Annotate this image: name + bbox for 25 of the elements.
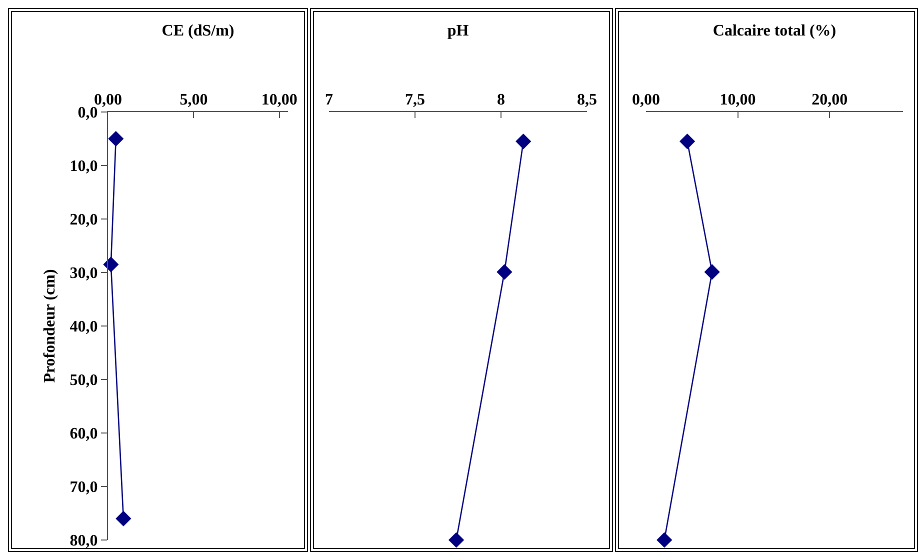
- y-tick-label: 80,0: [70, 532, 98, 550]
- x-tick-label: 10,00: [261, 92, 298, 109]
- point: [108, 130, 124, 147]
- y-tick-label: 20,0: [70, 212, 98, 229]
- point: [116, 510, 132, 526]
- x-tick-label: 10,00: [720, 92, 756, 109]
- y-tick-label: 30,0: [70, 265, 98, 282]
- chart-title: Calcaire total (%): [712, 22, 836, 40]
- x-tick-label: 0,00: [632, 92, 660, 109]
- x-tick-label: 7,5: [405, 92, 425, 109]
- y-tick-label: 10,0: [70, 158, 98, 176]
- y-axis-title: Profondeur (cm): [42, 269, 59, 383]
- x-tick-label: 8,5: [577, 92, 597, 109]
- chart-title: pH: [447, 22, 470, 40]
- x-tick-label: 8: [497, 92, 505, 109]
- y-tick-label: 50,0: [70, 372, 98, 390]
- x-tick-label: 5,00: [180, 92, 208, 109]
- x-tick-label: 7: [325, 92, 333, 109]
- y-tick-label: 40,0: [70, 318, 98, 336]
- y-tick-label: 0,0: [78, 104, 98, 122]
- y-tick-label: 70,0: [70, 479, 98, 496]
- chart-title: CE (dS/m): [162, 22, 234, 40]
- y-tick-label: 60,0: [70, 426, 98, 443]
- point: [103, 256, 119, 272]
- x-tick-label: 20,00: [812, 92, 848, 109]
